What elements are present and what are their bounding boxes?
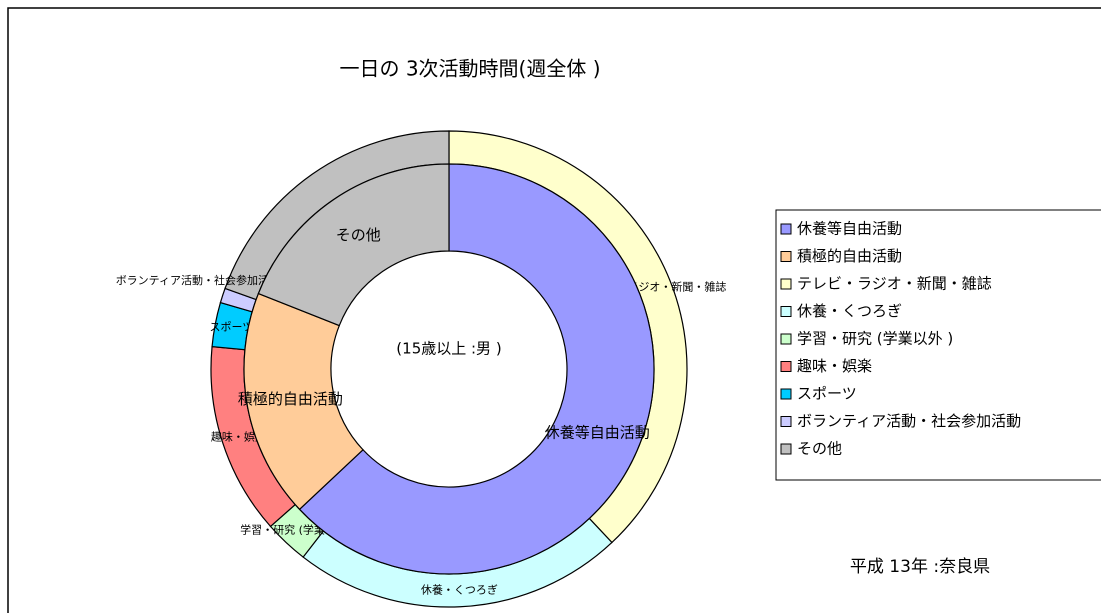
legend-label: 積極的自由活動 bbox=[797, 247, 902, 265]
subtitle: (15歳以上 :男 ) bbox=[396, 340, 501, 358]
slice-label: 趣味・娯楽 bbox=[211, 429, 266, 443]
legend-swatch bbox=[780, 333, 792, 345]
legend-label: スポーツ bbox=[797, 385, 857, 403]
legend-swatch bbox=[780, 223, 792, 235]
legend-label: テレビ・ラジオ・新聞・雑誌 bbox=[797, 275, 992, 293]
slice bbox=[257, 163, 450, 327]
legend-swatch bbox=[780, 361, 792, 372]
slice-label: 休養・くつろぎ bbox=[421, 582, 498, 596]
legend-label: その他 bbox=[797, 440, 842, 458]
slice-label: 積極的自由活動 bbox=[238, 390, 343, 408]
legend-swatch bbox=[780, 251, 792, 262]
slice-label: スポーツ bbox=[210, 320, 254, 333]
legend-label: ボランティア活動・社会参加活動 bbox=[797, 412, 1021, 430]
chart-title: 一日の 3次活動時間(週全体 ) bbox=[339, 57, 600, 81]
legend-box bbox=[775, 209, 1101, 481]
legend-swatch bbox=[780, 278, 792, 290]
legend-label: 休養等自由活動 bbox=[797, 220, 902, 238]
legend-label: 学習・研究 (学業以外 ) bbox=[797, 330, 953, 348]
legend-swatch bbox=[780, 443, 792, 455]
slice-label: ボランティア活動・社会参加活動 bbox=[116, 273, 280, 287]
slice bbox=[298, 163, 655, 575]
legend-swatch bbox=[780, 306, 792, 317]
legend-label: 趣味・娯楽 bbox=[797, 357, 872, 375]
annotation: 平成 13年 :奈良県 bbox=[850, 557, 990, 577]
legend-swatch bbox=[780, 388, 792, 400]
slice-label: その他 bbox=[336, 226, 381, 244]
slice bbox=[243, 292, 364, 511]
legend-label: 休養・くつろぎ bbox=[797, 302, 902, 320]
legend-swatch bbox=[780, 416, 792, 427]
slice-label: 休養等自由活動 bbox=[545, 424, 650, 442]
